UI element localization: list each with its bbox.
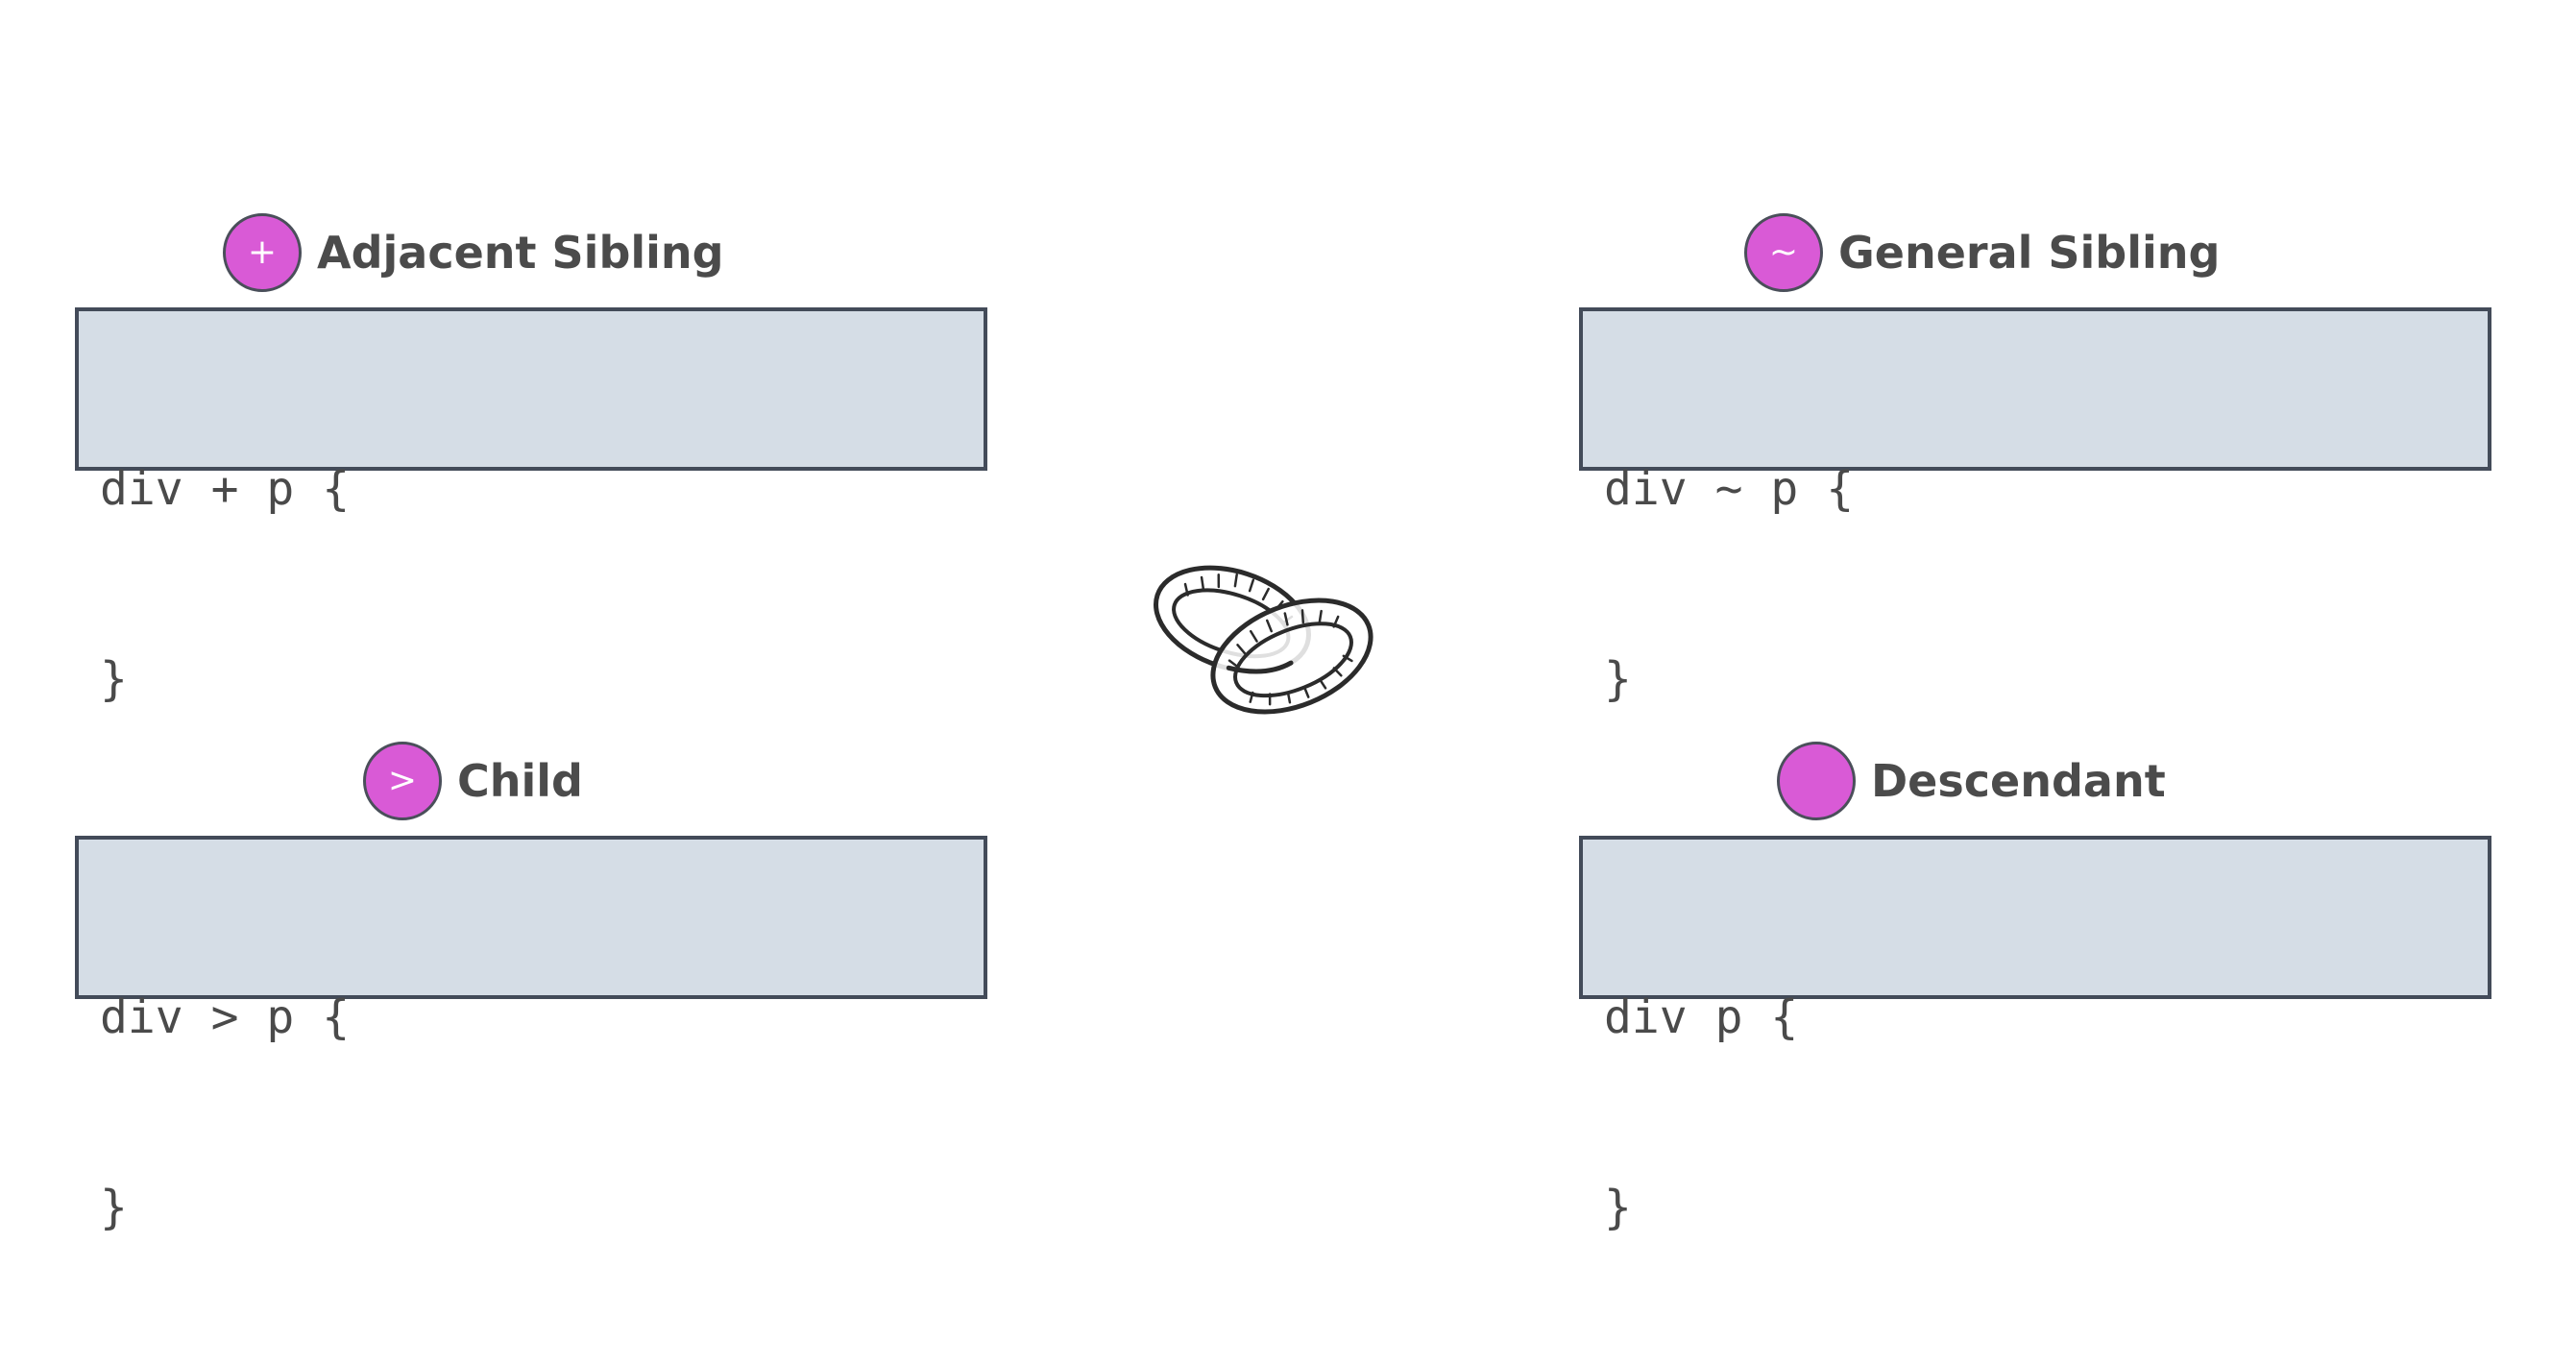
child-code-line-2: } — [100, 1181, 128, 1234]
adjacent-sibling-title: Adjacent Sibling — [317, 227, 724, 279]
child-badge: > — [363, 742, 442, 820]
descendant-title: Descendant — [1871, 755, 2166, 807]
adjacent-sibling-code-line-2: } — [100, 652, 128, 706]
descendant-code-line-2: } — [1604, 1181, 1632, 1234]
adjacent-sibling-header: + Adjacent Sibling — [223, 209, 724, 296]
general-sibling-code-line-2: } — [1604, 652, 1632, 706]
adjacent-sibling-code-box: div + p { } — [75, 307, 987, 706]
adjacent-sibling-code-line-1: div + p { — [100, 462, 351, 516]
child-header: > Child — [363, 738, 583, 824]
descendant-badge — [1777, 742, 1856, 820]
general-sibling-title: General Sibling — [1838, 227, 2221, 279]
interlocked-rings-icon — [1153, 565, 1373, 715]
adjacent-sibling-badge: + — [223, 213, 302, 292]
child-title: Child — [457, 755, 583, 807]
general-sibling-code-line-1: div ~ p { — [1604, 462, 1855, 516]
descendant-code-line-1: div p { — [1604, 990, 1799, 1044]
descendant-code-box: div p { } — [1579, 836, 2491, 1234]
general-sibling-code-box: div ~ p { } — [1579, 307, 2491, 706]
child-code-box: div > p { } — [75, 836, 987, 1234]
descendant-header: Descendant — [1777, 738, 2166, 824]
child-code-line-1: div > p { — [100, 990, 351, 1044]
general-sibling-header: ~ General Sibling — [1744, 209, 2220, 296]
general-sibling-badge: ~ — [1744, 213, 1823, 292]
